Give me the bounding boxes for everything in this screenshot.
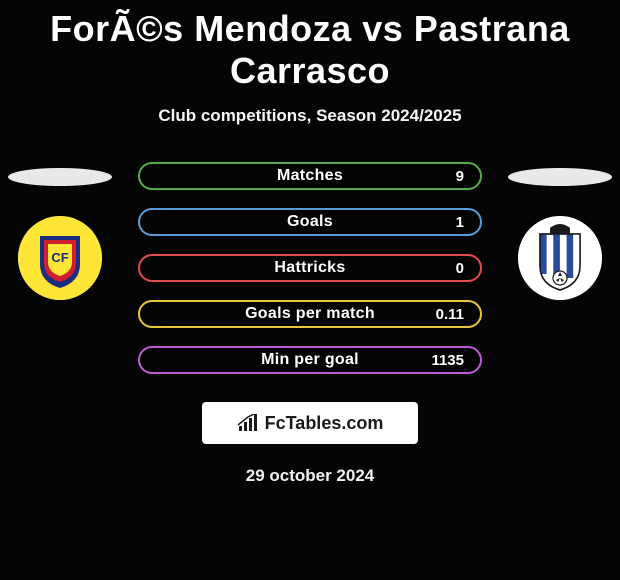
stat-label: Min per goal: [140, 351, 480, 369]
svg-text:CF: CF: [51, 250, 68, 265]
stat-value: 0.11: [436, 306, 464, 323]
subtitle: Club competitions, Season 2024/2025: [0, 106, 620, 126]
player-ellipse-right: [508, 168, 612, 186]
date-label: 29 october 2024: [0, 466, 620, 486]
right-player-col: [504, 162, 616, 300]
stat-row-goals-per-match: Goals per match 0.11: [138, 300, 482, 328]
stats-column: Matches 9 Goals 1 Hattricks 0 Goals per …: [116, 162, 504, 374]
alcoyano-crest-icon: [518, 216, 602, 300]
club-badge-right: [518, 216, 602, 300]
stat-row-matches: Matches 9: [138, 162, 482, 190]
infographic-container: ForÃ©s Mendoza vs Pastrana Carrasco Club…: [0, 0, 620, 486]
club-badge-left: CF: [18, 216, 102, 300]
player-ellipse-left: [8, 168, 112, 186]
stat-label: Matches: [140, 167, 480, 185]
left-player-col: CF: [4, 162, 116, 300]
stat-value: 0: [456, 260, 464, 277]
brand-box: FcTables.com: [202, 402, 418, 444]
stat-label: Hattricks: [140, 259, 480, 277]
stat-row-goals: Goals 1: [138, 208, 482, 236]
bar-chart-icon: [237, 414, 259, 432]
stat-value: 1: [456, 214, 464, 231]
villarreal-crest-icon: CF: [18, 216, 102, 300]
stat-label: Goals: [140, 213, 480, 231]
brand-text: FcTables.com: [265, 413, 384, 434]
stat-value: 1135: [431, 352, 464, 369]
stat-label: Goals per match: [140, 305, 480, 323]
stat-row-hattricks: Hattricks 0: [138, 254, 482, 282]
page-title: ForÃ©s Mendoza vs Pastrana Carrasco: [0, 8, 620, 92]
stat-row-min-per-goal: Min per goal 1135: [138, 346, 482, 374]
main-row: CF Matches 9 Goals 1 Hattricks 0 Goals p…: [0, 162, 620, 374]
stat-value: 9: [456, 168, 464, 185]
